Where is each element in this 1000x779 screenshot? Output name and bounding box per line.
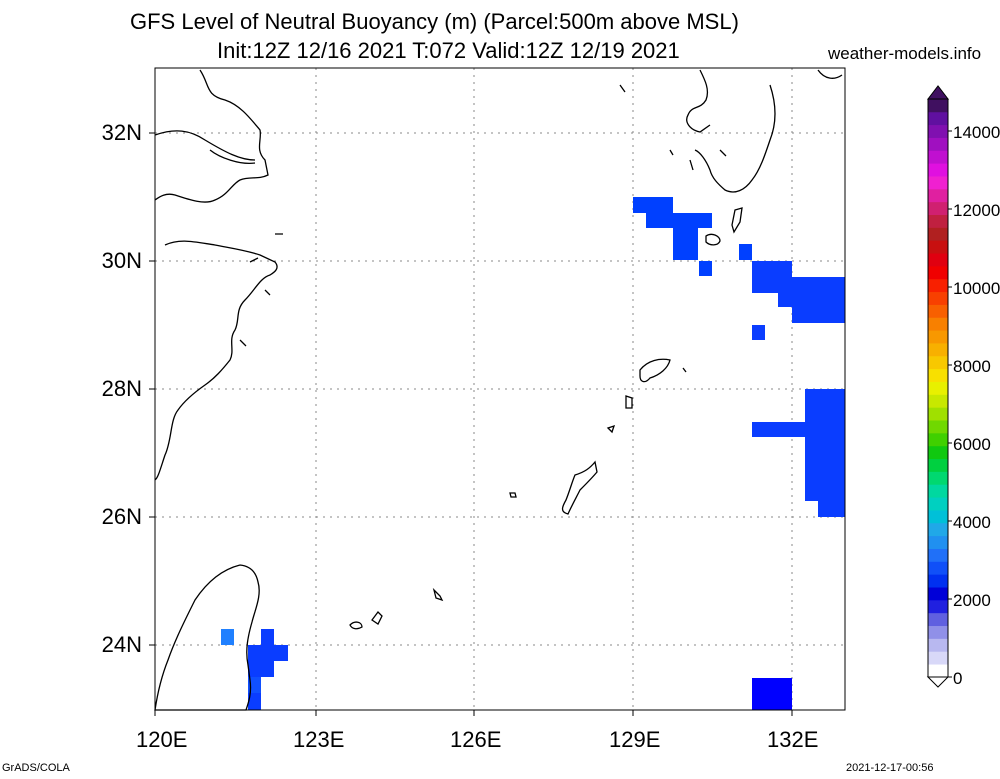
colorbar-segment bbox=[928, 176, 948, 190]
okinawa bbox=[561, 460, 598, 515]
colorbar-segment bbox=[928, 445, 948, 460]
china-coast-north bbox=[154, 69, 269, 203]
colorbar-label-6000: 6000 bbox=[953, 435, 991, 454]
colorbar-label-4000: 4000 bbox=[953, 513, 991, 532]
lat-label-24n: 24N bbox=[101, 632, 142, 657]
colorbar-segment bbox=[928, 587, 948, 601]
colorbar-segment bbox=[928, 458, 948, 472]
colorbar-segment bbox=[928, 99, 948, 113]
colorbar-segment bbox=[928, 432, 948, 447]
site-label: weather-models.info bbox=[828, 44, 982, 63]
colorbar-max-arrow bbox=[926, 85, 950, 100]
colorbar-label-10000: 10000 bbox=[953, 279, 1000, 298]
colorbar-label-12000: 12000 bbox=[953, 201, 1000, 220]
miyako-islands bbox=[432, 587, 444, 602]
colorbar-segment bbox=[928, 368, 948, 382]
field-cell-taiwan-southeast bbox=[221, 629, 288, 710]
colorbar-segment bbox=[928, 278, 948, 293]
colorbar-segment bbox=[928, 253, 948, 267]
colorbar-segment bbox=[928, 163, 948, 177]
colorbar-label-8000: 8000 bbox=[953, 357, 991, 376]
colorbar-segment bbox=[928, 304, 948, 318]
china-coast-middle bbox=[154, 240, 278, 481]
colorbar-segment bbox=[928, 201, 948, 215]
colorbar-segment bbox=[928, 574, 948, 588]
colorbar-label-2000: 2000 bbox=[953, 591, 991, 610]
colorbar-segment bbox=[928, 343, 948, 357]
colorbar-segment bbox=[928, 330, 948, 344]
colorbar-segment bbox=[928, 317, 948, 331]
lon-label-120e: 120E bbox=[136, 727, 188, 752]
field-cell-south-east-corner bbox=[752, 678, 792, 710]
tanegashima bbox=[731, 207, 743, 234]
colorbar-segment bbox=[928, 638, 948, 652]
colorbar-segment bbox=[928, 124, 948, 138]
colorbar-segment bbox=[928, 150, 948, 164]
kume-island bbox=[509, 492, 517, 498]
field-cell-east-of-ryukyu bbox=[752, 389, 845, 517]
yangtze-estuary bbox=[154, 130, 256, 164]
coastlines bbox=[154, 69, 843, 711]
colorbar-segment bbox=[928, 625, 948, 639]
amami-oshima bbox=[639, 358, 671, 383]
lon-label-126e: 126E bbox=[450, 727, 502, 752]
grid-lines bbox=[155, 68, 845, 710]
colorbar-segment bbox=[928, 227, 948, 241]
footer-right: 2021-12-17-00:56 bbox=[846, 762, 934, 774]
colorbar-segment bbox=[928, 484, 948, 498]
colorbar-segment bbox=[928, 137, 948, 151]
field-cell-east-china-sea-north bbox=[633, 197, 752, 276]
footer-left: GrADS/COLA bbox=[2, 762, 70, 774]
colorbar-segment bbox=[928, 471, 948, 485]
colorbar-segment bbox=[928, 407, 948, 421]
colorbar-segment bbox=[928, 214, 948, 228]
colorbar-segment bbox=[928, 265, 948, 280]
colorbar-segment bbox=[928, 240, 948, 254]
yaeyama-islands bbox=[349, 611, 383, 630]
colorbar-segment bbox=[928, 522, 948, 537]
colorbar-segment bbox=[928, 535, 948, 549]
lat-label-30n: 30N bbox=[101, 248, 142, 273]
colorbar-segment bbox=[928, 561, 948, 575]
colorbar-segment bbox=[928, 420, 948, 434]
kyushu-small-islands bbox=[619, 84, 727, 171]
colorbar-segment bbox=[928, 548, 948, 562]
field-cell-east-of-kyushu bbox=[752, 261, 845, 340]
ryukyu-small-islands bbox=[606, 367, 687, 434]
colorbar-segment bbox=[928, 291, 948, 305]
lon-label-129e: 129E bbox=[609, 727, 661, 752]
yakushima bbox=[705, 233, 721, 246]
colorbar-segment bbox=[928, 394, 948, 408]
colorbar-segment bbox=[928, 510, 948, 524]
colorbar-segment bbox=[928, 355, 948, 370]
taiwan-island bbox=[154, 564, 260, 711]
colorbar-label-14000: 14000 bbox=[953, 123, 1000, 142]
axis-ticks bbox=[149, 132, 793, 716]
colorbar-segment bbox=[928, 664, 948, 678]
colorbar-segment bbox=[928, 612, 948, 627]
colorbar-segment bbox=[928, 188, 948, 203]
colorbar-segment bbox=[928, 651, 948, 665]
lat-label-26n: 26N bbox=[101, 504, 142, 529]
map-title: GFS Level of Neutral Buoyancy (m) (Parce… bbox=[130, 9, 739, 34]
lon-label-132e: 132E bbox=[767, 727, 819, 752]
lat-label-32n: 32N bbox=[101, 120, 142, 145]
colorbar-segment bbox=[928, 599, 948, 614]
map-subtitle: Init:12Z 12/16 2021 T:072 Valid:12Z 12/1… bbox=[217, 38, 680, 63]
colorbar-segment bbox=[928, 111, 948, 126]
colorbar-label-0: 0 bbox=[953, 669, 963, 688]
lon-label-123e: 123E bbox=[293, 727, 345, 752]
lat-label-28n: 28N bbox=[101, 376, 142, 401]
colorbar bbox=[926, 85, 952, 688]
field-cells bbox=[221, 197, 845, 710]
colorbar-segment bbox=[928, 497, 948, 511]
colorbar-segment bbox=[928, 381, 948, 395]
colorbar-min-arrow bbox=[926, 676, 950, 688]
zhejiang-islands bbox=[239, 233, 283, 347]
kyushu-coast bbox=[686, 69, 843, 193]
